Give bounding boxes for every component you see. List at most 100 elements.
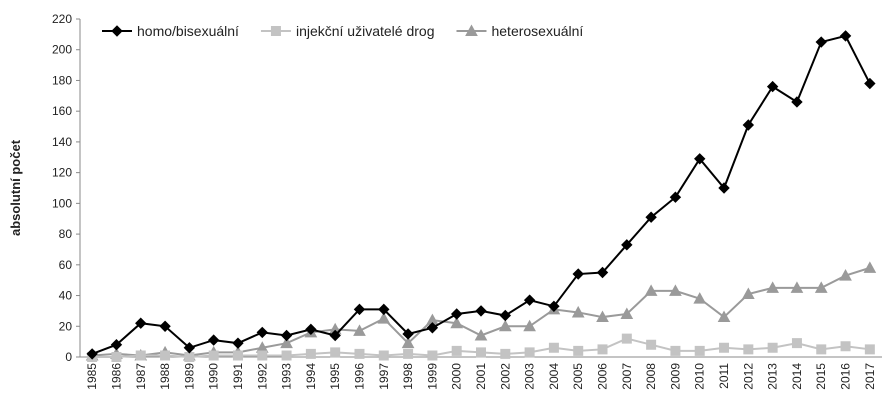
point — [451, 345, 462, 356]
point — [596, 310, 609, 323]
x-tick-label: 1991 — [231, 363, 245, 390]
point — [329, 329, 341, 342]
x-tick-label: 2003 — [523, 363, 537, 390]
x-tick-label: 2004 — [547, 363, 561, 390]
point — [378, 303, 390, 316]
point — [208, 350, 219, 361]
point — [401, 336, 415, 349]
point — [571, 305, 585, 318]
point — [597, 344, 608, 355]
x-tick-label: 1989 — [182, 363, 196, 390]
point — [742, 119, 755, 131]
point — [766, 281, 779, 293]
point — [767, 342, 778, 353]
point — [159, 320, 171, 332]
point — [86, 348, 98, 360]
x-tick-label: 2013 — [766, 363, 780, 390]
point — [621, 333, 632, 344]
point — [524, 347, 535, 358]
x-tick-label: 2005 — [571, 363, 585, 390]
point — [353, 324, 366, 336]
y-tick-label: 20 — [59, 319, 73, 333]
y-tick-label: 0 — [65, 350, 72, 364]
point — [816, 344, 827, 355]
point — [135, 317, 147, 329]
point — [669, 191, 682, 203]
x-tick-label: 2011 — [717, 363, 731, 389]
x-tick-label: 1987 — [134, 363, 148, 390]
y-tick-label: 100 — [52, 196, 72, 210]
point — [840, 341, 851, 352]
legend-marker — [465, 24, 478, 36]
point — [741, 287, 755, 300]
point — [280, 329, 293, 342]
x-tick-label: 1997 — [377, 363, 391, 390]
point — [232, 337, 244, 349]
point — [644, 284, 658, 296]
x-tick-label: 2014 — [790, 363, 804, 390]
x-tick-label: 2001 — [474, 363, 488, 390]
x-tick-label: 2002 — [498, 363, 512, 390]
point — [160, 350, 171, 361]
x-tick-label: 1992 — [255, 363, 269, 390]
point — [815, 36, 827, 48]
point — [719, 342, 730, 353]
x-tick-label: 1990 — [207, 363, 221, 390]
x-tick-label: 2017 — [863, 363, 877, 390]
point — [110, 339, 123, 351]
y-tick-label: 160 — [52, 104, 72, 118]
point — [184, 352, 195, 362]
point — [717, 310, 731, 323]
x-tick-label: 1995 — [328, 363, 342, 390]
point — [791, 96, 803, 108]
point — [839, 30, 852, 42]
point — [548, 300, 560, 313]
point — [670, 345, 681, 356]
point — [403, 348, 414, 359]
point — [646, 339, 657, 350]
point — [135, 350, 146, 361]
legend-label: injekční uživatelé drog — [296, 23, 435, 39]
legend-marker — [111, 25, 123, 37]
x-tick-label: 1986 — [109, 363, 123, 390]
x-tick-label: 2009 — [668, 363, 682, 390]
point — [426, 322, 439, 334]
y-tick-label: 80 — [59, 227, 73, 241]
point — [573, 345, 584, 356]
point — [766, 80, 779, 93]
point — [280, 336, 293, 349]
legend-marker — [270, 26, 281, 36]
point — [378, 350, 389, 361]
point — [863, 261, 877, 273]
point — [693, 292, 707, 304]
x-tick-label: 1993 — [280, 363, 294, 390]
point — [523, 294, 536, 306]
point — [499, 309, 512, 322]
point — [232, 350, 243, 361]
point — [281, 350, 292, 361]
point — [645, 211, 657, 223]
point — [572, 268, 584, 280]
x-tick-label: 2012 — [741, 363, 755, 390]
point — [596, 266, 609, 279]
point — [791, 338, 802, 349]
point — [718, 182, 730, 194]
y-tick-label: 180 — [52, 73, 72, 87]
point — [621, 239, 633, 251]
point — [548, 342, 559, 353]
point — [427, 350, 438, 361]
point — [694, 153, 706, 165]
point — [330, 347, 341, 358]
point — [474, 328, 488, 341]
legend-label: heterosexuální — [491, 23, 583, 39]
x-tick-label: 2010 — [693, 363, 707, 390]
point — [450, 316, 464, 329]
x-tick-label: 1996 — [352, 363, 366, 390]
point — [498, 319, 512, 332]
point — [500, 348, 511, 359]
point — [402, 328, 414, 340]
point — [450, 308, 463, 320]
point — [111, 352, 122, 362]
x-tick-label: 1985 — [85, 363, 99, 390]
x-tick-label: 2006 — [596, 363, 610, 390]
